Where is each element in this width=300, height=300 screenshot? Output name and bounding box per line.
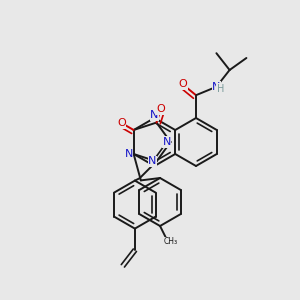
Text: O: O bbox=[117, 118, 126, 128]
Text: N: N bbox=[148, 156, 157, 167]
Text: N: N bbox=[150, 110, 159, 120]
Text: N: N bbox=[212, 82, 220, 92]
Text: N: N bbox=[162, 137, 171, 147]
Text: H: H bbox=[217, 84, 224, 94]
Text: O: O bbox=[156, 104, 165, 114]
Text: CH₃: CH₃ bbox=[163, 237, 177, 246]
Text: N: N bbox=[124, 149, 133, 159]
Text: O: O bbox=[178, 80, 187, 89]
